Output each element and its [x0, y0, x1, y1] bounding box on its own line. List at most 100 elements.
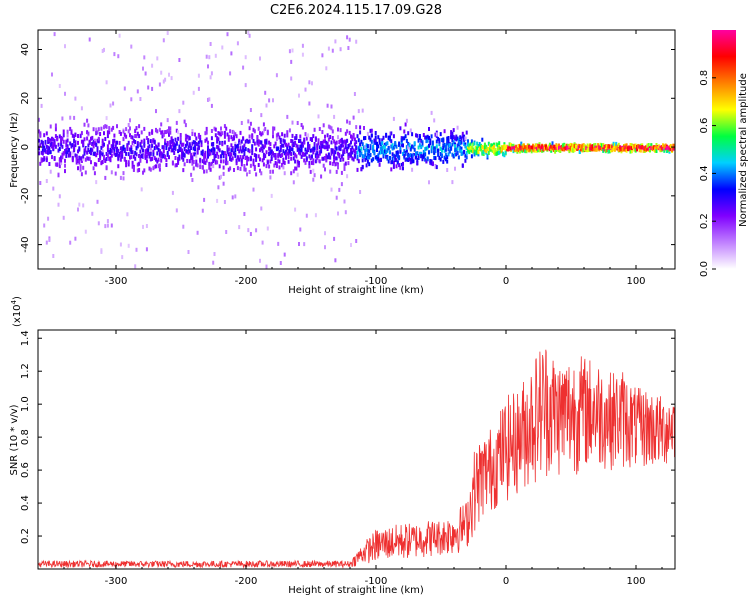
spectrogram-cell — [467, 139, 469, 144]
spectrogram-cell — [53, 32, 56, 37]
spectrogram-cell — [615, 141, 618, 146]
spectrogram-cell — [411, 157, 414, 162]
spectrogram-cell — [175, 163, 178, 168]
spectrogram-cell — [304, 87, 307, 92]
spectrogram-cell — [87, 143, 90, 148]
spectrogram-cell — [279, 148, 282, 153]
spectrogram-cell — [203, 197, 206, 202]
spectrogram-cell — [142, 154, 144, 159]
spectrogram-cell — [483, 142, 486, 147]
spectrogram-cell — [321, 130, 324, 134]
spectrogram-cell — [298, 150, 300, 155]
spectrogram-cell — [105, 80, 108, 85]
spectrogram-cell — [179, 133, 182, 137]
spectrogram-cell — [415, 154, 417, 159]
spectrogram-cell — [109, 147, 112, 152]
spectrogram-cell — [286, 151, 289, 156]
spectrogram-cell — [330, 126, 333, 131]
spectrogram-cell — [92, 143, 95, 148]
spectrogram-cell — [415, 151, 417, 156]
spectrogram-cell — [428, 180, 430, 185]
spectrogram-cell — [295, 154, 298, 159]
spectrogram-cell — [78, 155, 81, 160]
spectrogram-cell — [400, 166, 403, 171]
spectrogram-cell — [304, 160, 307, 165]
spectrogram-cell — [169, 126, 172, 131]
spectrogram-cell — [194, 145, 196, 150]
spectrogram-cell — [162, 38, 165, 43]
spectrogram-cell — [184, 123, 187, 128]
spectrogram-cell — [67, 153, 70, 158]
spectrogram-cell — [190, 156, 193, 161]
spectrogram-cell — [257, 154, 260, 159]
spectrogram-cell — [57, 173, 60, 178]
spectrogram-cell — [603, 144, 606, 149]
spectrogram-cell — [127, 140, 130, 145]
spectrogram-cell — [355, 239, 358, 243]
spectrogram-cell — [190, 145, 193, 150]
spectrogram-cell — [347, 144, 350, 148]
spectrogram-cell — [335, 169, 338, 174]
spectrogram-cell — [546, 146, 549, 151]
spectrogram-cell — [207, 145, 209, 150]
spectrogram-cell — [103, 125, 105, 130]
spectrogram-cell — [667, 145, 670, 150]
spectrogram-cell — [129, 155, 131, 160]
spectrogram-cell — [156, 151, 159, 156]
spectrogram-cell — [290, 152, 293, 156]
spectrogram-cell — [519, 149, 521, 154]
spectrogram-cell — [446, 159, 449, 164]
spectrogram-x-ticks: -300 -200 -100 0 100 — [37, 30, 663, 287]
spectrogram-cell — [616, 144, 619, 149]
spectrogram-cell — [222, 154, 225, 159]
spectrogram-cell — [352, 134, 355, 139]
spectrogram-cell — [360, 167, 363, 172]
spectrogram-cell — [348, 152, 351, 157]
spectrogram-cell — [439, 146, 442, 151]
spectrogram-cell — [548, 146, 551, 151]
spectrogram-cell — [499, 149, 502, 154]
spectrogram-cell — [343, 163, 346, 168]
spectrogram-cell — [404, 122, 407, 127]
y-tick-label: 0.8 — [20, 429, 31, 445]
spectrogram-cell — [496, 146, 499, 151]
spectrogram-cell — [330, 140, 333, 145]
spectrogram-cell — [152, 152, 155, 157]
spectrogram-cell — [60, 139, 63, 144]
spectrogram-cell — [286, 130, 289, 135]
spectrogram-cell — [255, 147, 258, 152]
spectrogram-cell — [465, 146, 468, 151]
spectrogram-cell — [45, 144, 48, 149]
spectrogram-cell — [421, 141, 424, 146]
spectrogram-cell — [565, 145, 568, 150]
spectrogram-cell — [110, 144, 113, 149]
spectrogram-cell — [197, 73, 200, 78]
spectrogram-cell — [602, 148, 605, 153]
spectrogram-cell — [148, 131, 151, 136]
spectrogram-cell — [347, 161, 350, 166]
spectrogram-cell — [324, 245, 326, 250]
spectrogram-cell — [95, 153, 98, 158]
spectrogram-cell — [296, 147, 299, 152]
spectrogram-cell — [662, 143, 664, 148]
spectrogram-cell — [637, 144, 640, 149]
spectrogram-cell — [64, 44, 66, 49]
spectrogram-cell — [109, 158, 112, 163]
spectrogram-cell — [212, 164, 215, 169]
spectrogram-cell — [170, 148, 173, 153]
spectrogram-cell — [244, 167, 247, 172]
spectrogram-cell — [160, 70, 163, 75]
spectrogram-cell — [430, 159, 433, 164]
spectrogram-cell — [370, 139, 373, 144]
spectrogram-cell — [296, 172, 299, 177]
spectrogram-cell — [41, 157, 44, 162]
spectrogram-cell — [179, 136, 182, 141]
spectrogram-cell — [239, 130, 242, 135]
y-tick-label: 1.4 — [20, 330, 31, 346]
spectrogram-cell — [335, 161, 338, 166]
spectrogram-cell — [433, 147, 436, 152]
spectrogram-cell — [74, 153, 77, 158]
spectrogram-cell — [324, 156, 326, 160]
spectrogram-cell — [90, 136, 92, 141]
